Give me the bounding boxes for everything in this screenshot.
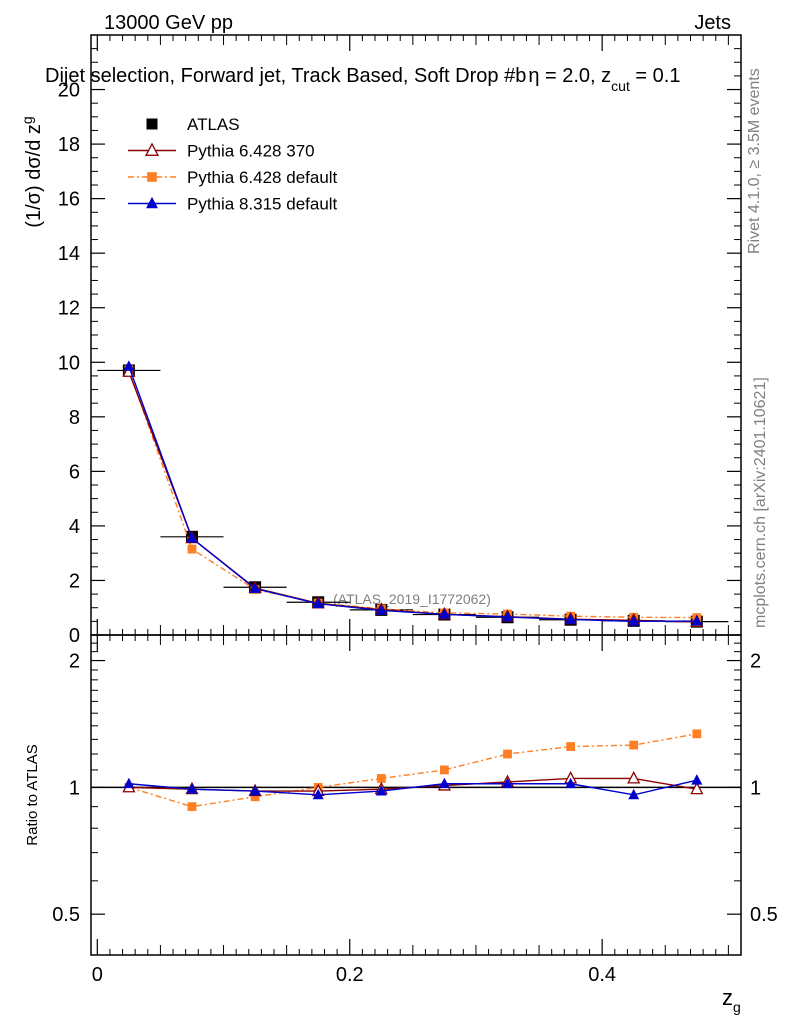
main-y-axis: 0 2 4 6 8 10 12 14 16 18 20 [58, 48, 741, 647]
ratio-point-pythia-8-315-default [628, 788, 640, 800]
ratio-point-pythia-6-428-default [629, 740, 639, 750]
legend-marker [146, 196, 158, 209]
ratio-series-pythia-8-315-default [123, 774, 703, 800]
series-atlas [122, 364, 703, 628]
line-pythia-6-428-370 [128, 371, 697, 623]
point-pythia-8-315-default [249, 582, 261, 594]
main-y-tick-label: 14 [58, 243, 80, 265]
legend-label: ATLAS [187, 115, 240, 134]
x-axis: 0 0.2 0.4 [92, 35, 729, 986]
category-label: Jets [694, 12, 731, 34]
main-y-tick-label: 6 [69, 461, 80, 483]
ratio-line-pythia-8-315-default [128, 779, 697, 796]
legend-label: Pythia 6.428 default [187, 168, 338, 187]
ratio-y-tick-label: 2 [69, 651, 80, 673]
ratio-series-pythia-6-428-default [124, 729, 702, 812]
legend-label: Pythia 8.315 default [187, 195, 338, 214]
line-pythia-8-315-default [128, 366, 697, 623]
point-pythia-6-428-default [187, 544, 197, 554]
main-series-layer [97, 360, 729, 628]
x-tick-label: 0.2 [336, 964, 364, 986]
series-pythia-8-315-default [123, 360, 703, 626]
legend-marker [146, 118, 158, 130]
main-y-tick-label: 8 [69, 407, 80, 429]
line-pythia-6-428-default [128, 369, 697, 619]
ratio-y-tick-label-right: 1 [750, 777, 761, 799]
ratio-point-pythia-8-315-default [186, 783, 198, 794]
ratio-y-tick-label: 0.5 [52, 904, 80, 926]
rivet-label: Rivet 4.1.0, ≥ 3.5M events [746, 68, 763, 254]
ratio-point-pythia-6-428-370 [627, 771, 641, 784]
ratio-point-pythia-8-315-default [123, 777, 135, 789]
ratio-point-pythia-6-428-default [503, 749, 512, 759]
legend-item-pythia-8-315-default: Pythia 8.315 default [128, 195, 338, 214]
main-y-tick-label: 0 [69, 625, 80, 647]
ratio-y-tick-label-right: 2 [750, 651, 761, 673]
ratio-point-pythia-8-315-default [375, 785, 387, 796]
main-y-tick-label: 10 [58, 352, 80, 374]
ratio-line-pythia-6-428-default [128, 733, 697, 808]
analysis-id-label: (ATLAS_2019_I1772062) [333, 591, 491, 607]
point-pythia-8-315-default [186, 532, 198, 543]
ratio-y-tick-label-right: 0.5 [750, 904, 778, 926]
ratio-point-pythia-6-428-370 [690, 781, 704, 795]
main-y-tick-label: 12 [58, 298, 80, 320]
ratio-point-pythia-6-428-default [566, 742, 576, 751]
legend-marker [147, 172, 157, 182]
ratio-point-pythia-6-428-default [250, 792, 260, 802]
main-y-label: (1/σ) dσ/d zg [19, 116, 45, 227]
legend-label: Pythia 6.428 370 [187, 142, 315, 161]
x-tick-label: 0 [92, 964, 103, 986]
ratio-point-pythia-8-315-default [438, 777, 450, 789]
series-pythia-6-428-370 [122, 364, 704, 627]
ratio-point-pythia-8-315-default [249, 785, 261, 796]
ratio-point-pythia-6-428-default [187, 802, 197, 812]
ratio-y-axis: 0.5 0.5 1 1 2 2 [52, 642, 778, 926]
point-pythia-8-315-default [565, 613, 577, 624]
mcplots-label: mcplots.cern.ch [arXiv:2401.10621] [752, 377, 769, 628]
energy-label: 13000 GeV pp [104, 12, 233, 34]
series-pythia-6-428-default [124, 365, 702, 622]
legend-item-pythia-6-428-370: Pythia 6.428 370 [128, 142, 315, 161]
legend-marker [144, 142, 160, 156]
plot-title: Dijet selection, Forward jet, Track Base… [45, 65, 680, 94]
main-y-tick-label: 16 [58, 189, 80, 211]
point-pythia-8-315-default [438, 608, 450, 619]
ratio-y-label: Ratio to ATLAS [24, 744, 41, 845]
point-pythia-8-315-default [628, 615, 640, 626]
point-pythia-8-315-default [691, 615, 703, 626]
ratio-point-pythia-8-315-default [691, 774, 703, 785]
main-y-tick-label: 4 [69, 516, 80, 538]
x-axis-label: zg [722, 985, 741, 1015]
ratio-y-tick-label: 1 [69, 777, 80, 799]
ratio-point-pythia-6-428-default [376, 774, 386, 783]
legend-item-atlas: ATLAS [146, 115, 240, 134]
legend-item-pythia-6-428-default: Pythia 6.428 default [128, 168, 338, 187]
ratio-panel-frame [90, 634, 742, 956]
x-tick-label: 0.4 [588, 964, 616, 986]
ratio-point-pythia-6-428-default [692, 729, 702, 739]
main-y-tick-label: 18 [58, 134, 80, 156]
main-y-tick-label: 20 [58, 80, 80, 102]
main-y-tick-label: 2 [69, 570, 80, 592]
ratio-series-layer [91, 729, 741, 812]
ratio-point-pythia-6-428-default [439, 765, 449, 775]
point-pythia-8-315-default [123, 360, 135, 371]
point-pythia-8-315-default [375, 604, 387, 615]
ratio-point-pythia-8-315-default [565, 777, 577, 789]
ratio-point-pythia-8-315-default [312, 788, 324, 800]
point-pythia-8-315-default [502, 610, 514, 622]
ratio-point-pythia-8-315-default [502, 777, 514, 789]
point-pythia-8-315-default [312, 597, 324, 609]
legend: ATLAS Pythia 6.428 370 Pythia 6.428 defaul… [128, 115, 338, 214]
